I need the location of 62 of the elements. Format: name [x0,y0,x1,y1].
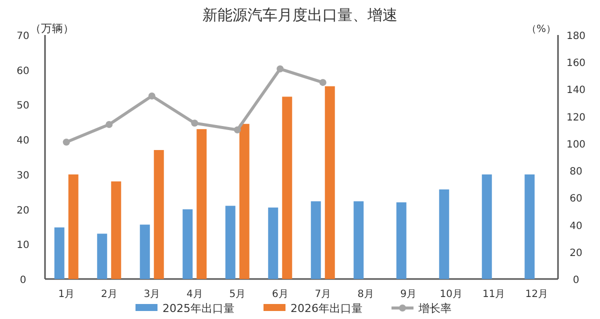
legend-label: 2026年出口量 [290,302,362,315]
x-tick-label: 10月 [440,289,462,300]
x-tick-label: 2月 [100,289,118,300]
bar [97,234,108,279]
y-tick-label: 10 [16,240,30,252]
bar [310,201,321,279]
y2-tick-label: 140 [566,85,586,96]
bar [524,174,535,279]
y-tick-label: 70 [16,31,30,42]
y-tick-label: 40 [16,136,30,147]
y-tick-label: 30 [16,170,30,182]
y-tick-label: 20 [16,205,30,216]
bar [482,174,492,279]
x-tick-label: 11月 [482,289,506,300]
y-tick-label: 0 [20,275,26,286]
y-axis-title: （万辆） [30,22,74,35]
bar [140,224,150,279]
bar [282,96,292,279]
x-tick-label: 8月 [357,289,374,300]
x-tick-label: 9月 [400,289,417,300]
x-tick-label: 3月 [144,289,160,300]
point [62,138,70,146]
bar [268,208,278,279]
bar [225,206,236,279]
point [319,78,326,86]
y-tick-label: 60 [16,66,30,77]
bar [68,174,78,279]
x-tick-label: 1月 [58,289,75,300]
y2-tick-label: 160 [566,58,586,70]
bar [154,150,164,279]
point [148,92,156,100]
y2-tick-label: 80 [570,166,582,178]
point [276,65,284,72]
bar [354,201,364,279]
bar [54,227,64,279]
y2-tick-label: 20 [570,248,582,259]
legend-label: 增长率 [418,302,452,315]
y-tick-label: 50 [16,100,30,112]
y2-tick-label: 100 [566,139,586,150]
y2-tick-label: 0 [572,275,580,286]
y2-axis-title: （%） [526,24,556,35]
bar [396,202,406,279]
bar [439,189,450,279]
y2-tick-label: 60 [570,194,582,205]
legend-label: 2025年出口量 [162,302,234,315]
x-tick-label: 5月 [229,289,246,300]
x-tick-label: 6月 [272,289,288,300]
y2-tick-label: 120 [566,112,586,124]
bar [239,124,250,279]
x-tick-label: 12月 [525,289,548,300]
bar [182,209,193,279]
bar [196,129,207,279]
bar [324,86,335,279]
chart-title: 新能源汽车月度出口量、增速 [202,6,398,24]
y2-tick-label: 180 [566,31,586,42]
x-tick-label: 7月 [314,289,332,300]
bar [111,181,122,279]
y2-tick-label: 40 [570,220,582,232]
point [191,120,198,127]
x-tick-label: 4月 [186,289,203,300]
point [106,120,113,128]
point [234,126,241,134]
